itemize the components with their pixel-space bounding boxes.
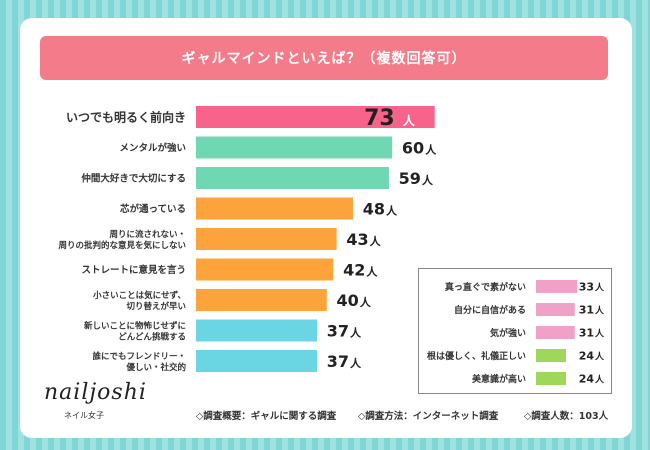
unit-label-4: 人	[370, 234, 382, 248]
minor-unit-3: 人	[594, 351, 605, 363]
brand-sub: ネイル女子	[64, 411, 104, 420]
category-label-1: メンタルが強い	[119, 142, 186, 154]
value-label-0: 73	[364, 106, 395, 131]
category-label-6-line-1: 切り替えが早い	[126, 301, 186, 312]
footer-summary: ◇調査概要：ギャルに関する調査	[196, 411, 337, 422]
value-label-5: 42	[343, 261, 365, 280]
value-label-8: 37	[327, 352, 349, 371]
bar-3	[196, 197, 353, 220]
bar-0	[196, 106, 435, 128]
chart-title: ギャルマインドといえば？（複数回答可）	[40, 36, 608, 80]
minor-value-0: 33	[579, 281, 594, 294]
category-label-0: いつでも明るく前向き	[66, 109, 186, 124]
footer-count: ◇調査人数：103人	[524, 411, 609, 422]
value-label-7: 37	[327, 322, 349, 341]
minor-unit-1: 人	[594, 305, 605, 317]
minor-unit-2: 人	[594, 328, 605, 340]
category-label-7-line-1: どんどん挑戦する	[118, 332, 186, 343]
unit-label-6: 人	[360, 295, 372, 309]
category-label-4-line-0: 周りに流されない・	[109, 229, 186, 240]
value-label-3: 48	[363, 200, 385, 219]
minor-bar-4	[536, 372, 566, 385]
category-label-7-line-0: 新しいことに物怖じせずに	[84, 321, 186, 332]
footer-method: ◇調査方法：インターネット調査	[358, 411, 499, 422]
minor-label-3: 根は優しく、礼儀正しい	[427, 350, 526, 362]
bar-8	[196, 350, 317, 372]
category-label-8-line-1: 優しい・社交的	[125, 362, 186, 373]
minor-value-2: 31	[579, 327, 594, 340]
minor-label-2: 気が強い	[490, 327, 526, 339]
bar-6	[196, 289, 327, 311]
value-label-1: 60	[402, 139, 424, 158]
bar-2	[196, 167, 389, 189]
brand-logo: nailjoshi	[44, 380, 147, 405]
minor-unit-4: 人	[594, 374, 605, 386]
value-label-6: 40	[337, 291, 359, 310]
category-label-4-line-1: 周りの批判的な意見を気にしない	[58, 240, 186, 251]
minor-unit-0: 人	[594, 282, 605, 294]
minor-value-3: 24	[579, 350, 595, 363]
category-label-6-line-0: 小さいことは気にせず、	[92, 290, 186, 301]
category-label-2: 仲間大好きで大切にする	[81, 172, 186, 184]
unit-label-1: 人	[425, 143, 437, 157]
minor-label-4: 美意識が高い	[472, 373, 526, 385]
minor-bar-3	[536, 349, 566, 362]
value-label-2: 59	[399, 169, 421, 188]
minor-answers-box	[418, 268, 612, 394]
minor-value-1: 31	[579, 304, 594, 317]
bar-1	[196, 136, 393, 159]
unit-label-8: 人	[350, 356, 362, 370]
bar-4	[196, 228, 337, 250]
unit-label-5: 人	[366, 265, 378, 279]
unit-label-2: 人	[422, 173, 434, 187]
minor-bar-1	[536, 303, 575, 316]
minor-bar-0	[536, 280, 578, 293]
bar-5	[196, 258, 334, 281]
unit-label-3: 人	[386, 204, 398, 218]
category-label-5: ストレートに意見を言う	[81, 264, 186, 276]
minor-value-4: 24	[579, 373, 595, 386]
minor-label-0: 真っ直ぐで素がない	[445, 281, 526, 293]
bar-7	[196, 319, 317, 342]
category-label-8-line-0: 誰にでもフレンドリー・	[92, 351, 186, 362]
value-label-4: 43	[346, 230, 368, 249]
minor-label-1: 自分に自信がある	[454, 304, 526, 316]
unit-label-7: 人	[350, 326, 362, 340]
category-label-3: 芯が通っている	[120, 203, 186, 215]
unit-label-0: 人	[403, 113, 416, 128]
minor-bar-2	[536, 326, 575, 339]
